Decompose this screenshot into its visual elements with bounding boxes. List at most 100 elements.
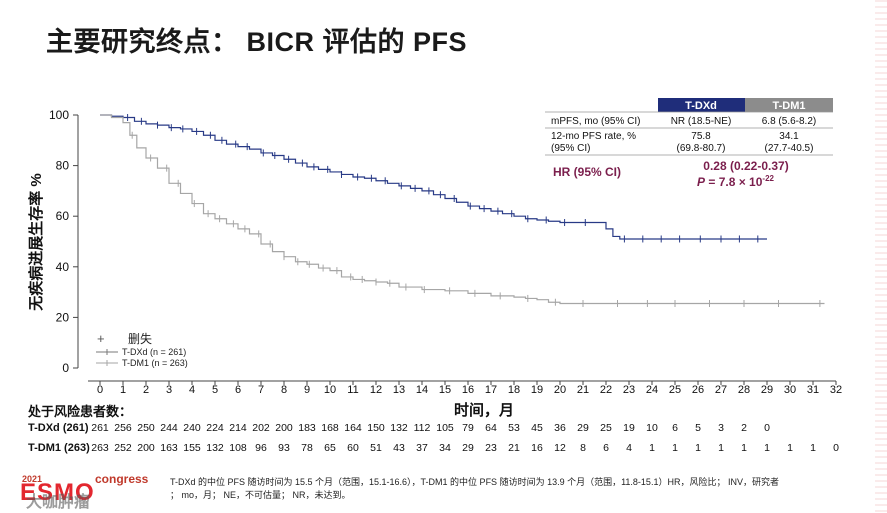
risk-value: 78	[301, 442, 313, 454]
risk-table-title: 处于风险患者数：	[27, 404, 132, 419]
x-tick-label: 22	[600, 384, 612, 396]
risk-value: 183	[298, 422, 316, 434]
risk-value: 263	[91, 442, 109, 454]
risk-value: 1	[672, 442, 678, 454]
y-tick-label: 20	[56, 310, 70, 324]
x-tick-label: 10	[324, 384, 336, 396]
risk-value: 163	[160, 442, 178, 454]
risk-row-label: T-DXd (261)	[28, 422, 89, 434]
watermark-text: 大咖肿瘤	[26, 494, 91, 511]
risk-value: 96	[255, 442, 267, 454]
risk-value: 6	[603, 442, 609, 454]
risk-value: 202	[252, 422, 270, 434]
risk-value: 0	[833, 442, 839, 454]
esmo-congress-logo: 2021 ESMO congress 大咖肿瘤	[0, 470, 160, 511]
x-tick-label: 23	[623, 384, 635, 396]
x-tick-label: 5	[212, 384, 218, 396]
footnote: T-DXd 的中位 PFS 随访时间为 15.5 个月（范围，15.1-16.6…	[170, 476, 870, 502]
x-tick-label: 30	[784, 384, 796, 396]
y-tick-label: 80	[56, 159, 70, 173]
risk-value: 105	[436, 422, 454, 434]
risk-value: 168	[321, 422, 339, 434]
risk-value: 256	[114, 422, 132, 434]
risk-value: 1	[741, 442, 747, 454]
x-tick-label: 14	[416, 384, 428, 396]
x-tick-label: 29	[761, 384, 773, 396]
risk-value: 1	[787, 442, 793, 454]
x-tick-label: 15	[439, 384, 451, 396]
risk-value: 224	[206, 422, 224, 434]
risk-value: 200	[137, 442, 155, 454]
x-tick-label: 18	[508, 384, 520, 396]
risk-value: 132	[206, 442, 224, 454]
stats-header-tdm1: T-DM1	[773, 100, 806, 112]
x-tick-label: 32	[830, 384, 842, 396]
x-tick-label: 11	[347, 384, 358, 396]
risk-value: 5	[695, 422, 701, 434]
risk-value: 155	[183, 442, 201, 454]
x-tick-label: 8	[281, 384, 287, 396]
hr-value: 0.28 (0.22-0.37)	[703, 159, 788, 173]
x-tick-label: 0	[97, 384, 103, 396]
risk-value: 93	[278, 442, 290, 454]
stats-row-rate-tdxd: 75.8	[691, 131, 711, 142]
risk-value: 12	[554, 442, 566, 454]
x-tick-label: 19	[531, 384, 543, 396]
chart-legend: + 删失T-DXd (n = 261)T-DM1 (n = 263)	[96, 331, 188, 368]
km-curve-t-dxd	[100, 114, 767, 240]
risk-value: 250	[137, 422, 155, 434]
footnote-line-2: ； mo，月； NE，不可估量； NR，未达到。	[170, 490, 351, 500]
p-value: P = 7.8 × 10-22	[697, 174, 775, 189]
km-curve-t-dm1	[100, 114, 825, 305]
x-tick-label: 6	[235, 384, 241, 396]
x-tick-label: 26	[692, 384, 704, 396]
risk-value: 21	[508, 442, 520, 454]
risk-value: 261	[91, 422, 109, 434]
stats-header-tdm1-bg	[745, 98, 833, 112]
stats-row-mpfs-tdxd: NR (18.5-NE)	[671, 116, 732, 127]
x-tick-label: 1	[120, 384, 126, 396]
y-tick-label: 60	[56, 209, 70, 223]
risk-value: 1	[695, 442, 701, 454]
risk-value: 64	[485, 422, 497, 434]
risk-value: 1	[649, 442, 655, 454]
risk-value: 36	[554, 422, 566, 434]
legend-label-0: T-DXd (n = 261)	[122, 347, 186, 357]
risk-value: 164	[344, 422, 362, 434]
risk-value: 60	[347, 442, 359, 454]
p-value-exponent: -22	[762, 174, 774, 183]
risk-value: 25	[600, 422, 612, 434]
x-tick-label: 28	[738, 384, 750, 396]
logo-brand: ESMO	[20, 479, 95, 506]
footnote-line-1: T-DXd 的中位 PFS 随访时间为 15.5 个月（范围，15.1-16.6…	[170, 477, 779, 487]
risk-value: 132	[390, 422, 408, 434]
stats-row-mpfs-label: mPFS, mo (95% CI)	[551, 116, 640, 127]
risk-value: 240	[183, 422, 201, 434]
risk-value: 29	[462, 442, 474, 454]
stats-row-rate-tdxd-ci: (69.8-80.7)	[677, 143, 726, 154]
y-tick-label: 100	[49, 108, 69, 122]
risk-row-label: T-DM1 (263)	[28, 442, 90, 454]
stats-table: T-DXd T-DM1 mPFS, mo (95% CI) NR (18.5-NE) 6…	[545, 98, 833, 189]
x-tick-label: 7	[258, 384, 264, 396]
risk-value: 45	[531, 422, 543, 434]
risk-value: 23	[485, 442, 497, 454]
risk-value: 16	[531, 442, 543, 454]
x-tick-label: 13	[393, 384, 405, 396]
risk-value: 244	[160, 422, 178, 434]
x-tick-label: 24	[646, 384, 658, 396]
risk-value: 0	[764, 422, 770, 434]
risk-value: 4	[626, 442, 632, 454]
legend-censor-symbol: +	[97, 331, 105, 346]
risk-value: 3	[718, 422, 724, 434]
x-tick-label: 31	[807, 384, 819, 396]
risk-value: 1	[810, 442, 816, 454]
risk-value: 2	[741, 422, 747, 434]
risk-value: 10	[646, 422, 658, 434]
y-axis-label: 无疾病进展生存率 %	[27, 173, 45, 312]
risk-value: 43	[393, 442, 405, 454]
slide-title: 主要研究终点： BICR 评估的 PFS	[46, 27, 468, 57]
risk-value: 1	[764, 442, 770, 454]
